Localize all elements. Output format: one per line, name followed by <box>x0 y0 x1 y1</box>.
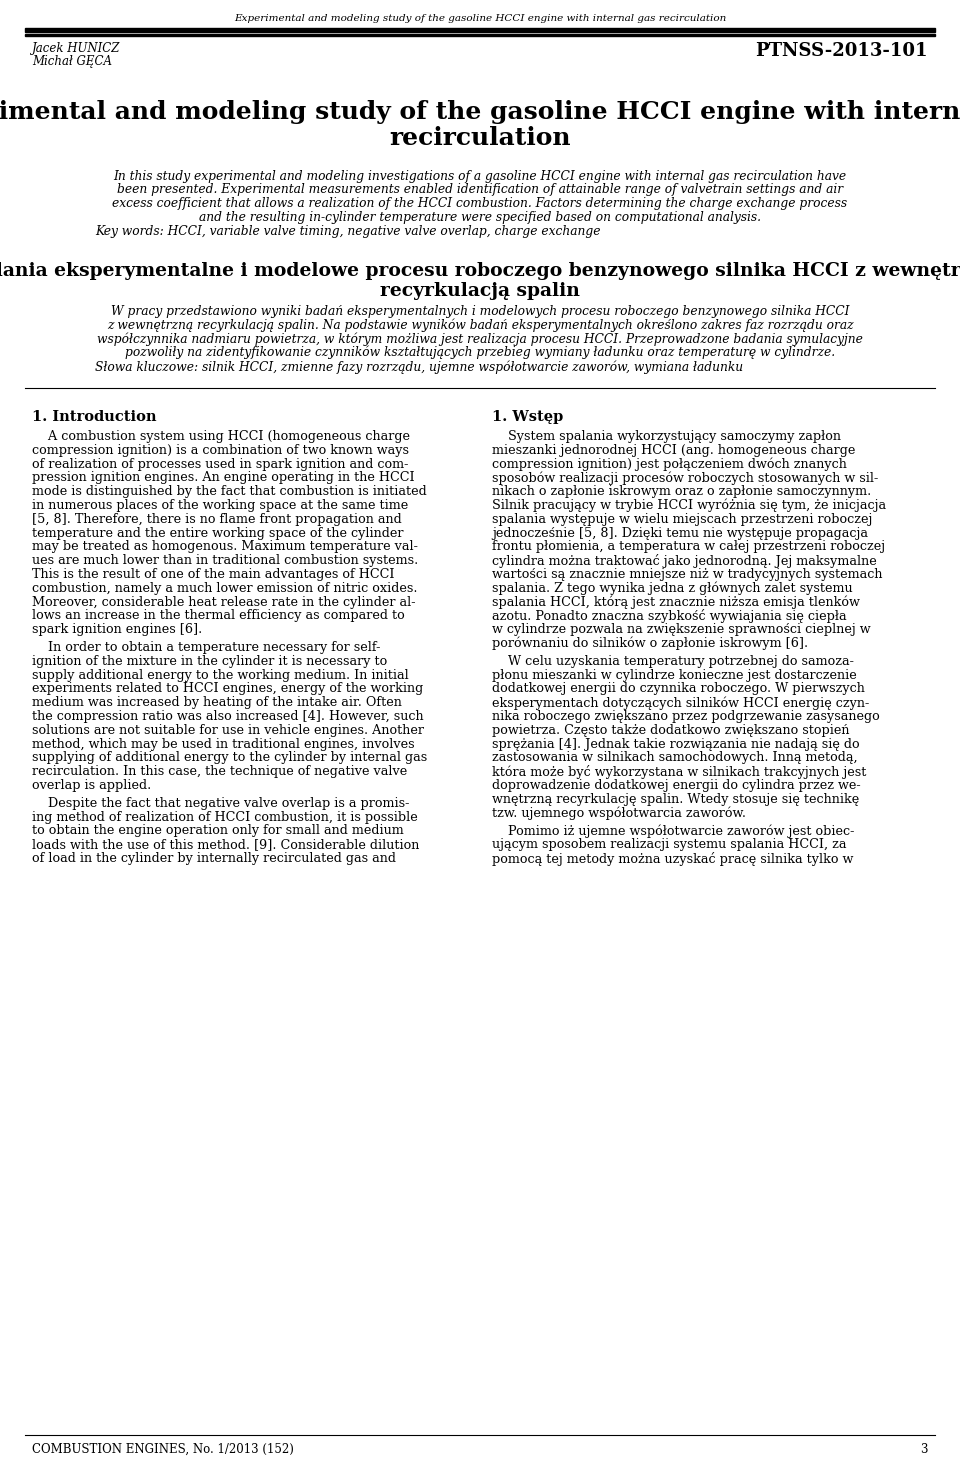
Text: która może być wykorzystana w silnikach trakcyjnych jest: która może być wykorzystana w silnikach … <box>492 765 866 779</box>
Text: pression ignition engines. An engine operating in the HCCI: pression ignition engines. An engine ope… <box>32 471 415 484</box>
Text: 1. Wstęp: 1. Wstęp <box>492 409 564 424</box>
Text: overlap is applied.: overlap is applied. <box>32 779 152 792</box>
Text: supplying of additional energy to the cylinder by internal gas: supplying of additional energy to the cy… <box>32 751 427 765</box>
Text: recirculation. In this case, the technique of negative valve: recirculation. In this case, the techniq… <box>32 765 407 778</box>
Text: recirculation: recirculation <box>389 126 571 151</box>
Text: spalania HCCI, którą jest znacznie niższa emisja tlenków: spalania HCCI, którą jest znacznie niższ… <box>492 595 860 610</box>
Text: cylindra można traktować jako jednorodną. Jej maksymalne: cylindra można traktować jako jednorodną… <box>492 554 876 569</box>
Text: płonu mieszanki w cylindrze konieczne jest dostarczenie: płonu mieszanki w cylindrze konieczne je… <box>492 668 856 681</box>
Text: medium was increased by heating of the intake air. Often: medium was increased by heating of the i… <box>32 696 402 709</box>
Text: of realization of processes used in spark ignition and com-: of realization of processes used in spar… <box>32 458 408 471</box>
Text: compression ignition) jest połączeniem dwóch znanych: compression ignition) jest połączeniem d… <box>492 458 847 471</box>
Text: sprężania [4]. Jednak takie rozwiązania nie nadają się do: sprężania [4]. Jednak takie rozwiązania … <box>492 738 859 750</box>
Text: Michał GĘCA: Michał GĘCA <box>32 56 112 69</box>
Text: In order to obtain a temperature necessary for self-: In order to obtain a temperature necessa… <box>32 640 380 654</box>
Text: Pomimo iż ujemne współotwarcie zaworów jest obiec-: Pomimo iż ujemne współotwarcie zaworów j… <box>492 825 854 838</box>
Text: zastosowania w silnikach samochodowych. Inną metodą,: zastosowania w silnikach samochodowych. … <box>492 751 857 765</box>
Text: Moreover, considerable heat release rate in the cylinder al-: Moreover, considerable heat release rate… <box>32 595 416 608</box>
Text: spalania. Z tego wynika jedna z głównych zalet systemu: spalania. Z tego wynika jedna z głównych… <box>492 582 852 595</box>
Text: wartości są znacznie mniejsze niż w tradycyjnych systemach: wartości są znacznie mniejsze niż w trad… <box>492 569 882 580</box>
Text: eksperymentach dotyczących silników HCCI energię czyn-: eksperymentach dotyczących silników HCCI… <box>492 696 869 709</box>
Text: doprowadzenie dodatkowej energii do cylindra przez we-: doprowadzenie dodatkowej energii do cyli… <box>492 779 860 792</box>
Text: supply additional energy to the working medium. In initial: supply additional energy to the working … <box>32 668 409 681</box>
Text: combustion, namely a much lower emission of nitric oxides.: combustion, namely a much lower emission… <box>32 582 418 595</box>
Text: dodatkowej energii do czynnika roboczego. W pierwszych: dodatkowej energii do czynnika roboczego… <box>492 683 865 696</box>
Text: temperature and the entire working space of the cylinder: temperature and the entire working space… <box>32 526 403 539</box>
Text: may be treated as homogenous. Maximum temperature val-: may be treated as homogenous. Maximum te… <box>32 541 418 554</box>
Text: the compression ratio was also increased [4]. However, such: the compression ratio was also increased… <box>32 711 423 724</box>
Text: been presented. Experimental measurements enabled identification of attainable r: been presented. Experimental measurement… <box>117 184 843 196</box>
Text: to obtain the engine operation only for small and medium: to obtain the engine operation only for … <box>32 825 404 838</box>
Text: COMBUSTION ENGINES, No. 1/2013 (152): COMBUSTION ENGINES, No. 1/2013 (152) <box>32 1443 294 1456</box>
Text: In this study experimental and modeling investigations of a gasoline HCCI engine: In this study experimental and modeling … <box>113 170 847 183</box>
Text: ignition of the mixture in the cylinder it is necessary to: ignition of the mixture in the cylinder … <box>32 655 387 668</box>
Text: współczynnika nadmiaru powietrza, w którym możliwa jest realizacja procesu HCCI.: współczynnika nadmiaru powietrza, w któr… <box>97 332 863 345</box>
Text: method, which may be used in traditional engines, involves: method, which may be used in traditional… <box>32 738 415 750</box>
Text: ing method of realization of HCCI combustion, it is possible: ing method of realization of HCCI combus… <box>32 810 418 823</box>
Text: porównaniu do silników o zapłonie iskrowym [6].: porównaniu do silników o zapłonie iskrow… <box>492 637 808 651</box>
Text: jednocześnie [5, 8]. Dzięki temu nie występuje propagacja: jednocześnie [5, 8]. Dzięki temu nie wys… <box>492 526 868 539</box>
Text: and the resulting in-cylinder temperature were specified based on computational : and the resulting in-cylinder temperatur… <box>199 211 761 224</box>
Text: spark ignition engines [6].: spark ignition engines [6]. <box>32 623 203 636</box>
Text: powietrza. Często także dodatkowo zwiększano stopień: powietrza. Często także dodatkowo zwięks… <box>492 724 850 737</box>
Bar <box>25 34 935 35</box>
Text: [5, 8]. Therefore, there is no flame front propagation and: [5, 8]. Therefore, there is no flame fro… <box>32 513 401 526</box>
Text: recyrkulacją spalin: recyrkulacją spalin <box>380 282 580 300</box>
Text: W celu uzyskania temperatury potrzebnej do samoza-: W celu uzyskania temperatury potrzebnej … <box>492 655 853 668</box>
Text: Badania eksperymentalne i modelowe procesu roboczego benzynowego silnika HCCI z : Badania eksperymentalne i modelowe proce… <box>0 262 960 281</box>
Text: nika roboczego zwiększano przez podgrzewanie zasysanego: nika roboczego zwiększano przez podgrzew… <box>492 711 879 724</box>
Text: A combustion system using HCCI (homogeneous charge: A combustion system using HCCI (homogene… <box>32 430 410 443</box>
Text: Jacek HUNICZ: Jacek HUNICZ <box>32 42 120 56</box>
Text: Experimental and modeling study of the gasoline HCCI engine with internal gas: Experimental and modeling study of the g… <box>0 99 960 124</box>
Text: Silnik pracujący w trybie HCCI wyróżnia się tym, że inicjacja: Silnik pracujący w trybie HCCI wyróżnia … <box>492 499 886 513</box>
Text: excess coefficient that allows a realization of the HCCI combustion. Factors det: excess coefficient that allows a realiza… <box>112 197 848 211</box>
Text: This is the result of one of the main advantages of HCCI: This is the result of one of the main ad… <box>32 569 395 580</box>
Text: wnętrzną recyrkulację spalin. Wtedy stosuje się technikę: wnętrzną recyrkulację spalin. Wtedy stos… <box>492 792 859 806</box>
Text: loads with the use of this method. [9]. Considerable dilution: loads with the use of this method. [9]. … <box>32 838 420 851</box>
Text: W pracy przedstawiono wyniki badań eksperymentalnych i modelowych procesu robocz: W pracy przedstawiono wyniki badań ekspe… <box>110 306 850 319</box>
Text: Key words: HCCI, variable valve timing, negative valve overlap, charge exchange: Key words: HCCI, variable valve timing, … <box>95 225 601 238</box>
Text: mode is distinguished by the fact that combustion is initiated: mode is distinguished by the fact that c… <box>32 485 427 499</box>
Text: ującym sposobem realizacji systemu spalania HCCI, za: ującym sposobem realizacji systemu spala… <box>492 838 847 851</box>
Text: in numerous places of the working space at the same time: in numerous places of the working space … <box>32 499 408 512</box>
Text: 3: 3 <box>921 1443 928 1456</box>
Text: sposobów realizacji procesów roboczych stosowanych w sil-: sposobów realizacji procesów roboczych s… <box>492 471 878 485</box>
Text: frontu płomienia, a temperatura w całej przestrzeni roboczej: frontu płomienia, a temperatura w całej … <box>492 541 885 554</box>
Text: 1. Introduction: 1. Introduction <box>32 409 156 424</box>
Text: Experimental and modeling study of the gasoline HCCI engine with internal gas re: Experimental and modeling study of the g… <box>234 15 726 23</box>
Text: experiments related to HCCI engines, energy of the working: experiments related to HCCI engines, ene… <box>32 683 423 696</box>
Text: pomocą tej metody można uzyskać pracę silnika tylko w: pomocą tej metody można uzyskać pracę si… <box>492 852 853 866</box>
Text: z wewnętrzną recyrkulacją spalin. Na podstawie wyników badań eksperymentalnych o: z wewnętrzną recyrkulacją spalin. Na pod… <box>107 319 853 332</box>
Bar <box>25 28 935 32</box>
Text: nikach o zapłonie iskrowym oraz o zapłonie samoczynnym.: nikach o zapłonie iskrowym oraz o zapłon… <box>492 485 872 499</box>
Text: mieszanki jednorodnej HCCI (ang. homogeneous charge: mieszanki jednorodnej HCCI (ang. homogen… <box>492 444 855 456</box>
Text: lows an increase in the thermal efficiency as compared to: lows an increase in the thermal efficien… <box>32 610 405 623</box>
Text: Słowa kluczowe: silnik HCCI, zmienne fazy rozrządu, ujemne współotwarcie zaworów: Słowa kluczowe: silnik HCCI, zmienne faz… <box>95 360 743 373</box>
Text: compression ignition) is a combination of two known ways: compression ignition) is a combination o… <box>32 444 409 456</box>
Text: System spalania wykorzystujący samoczymy zapłon: System spalania wykorzystujący samoczymy… <box>492 430 841 443</box>
Text: ues are much lower than in traditional combustion systems.: ues are much lower than in traditional c… <box>32 554 419 567</box>
Text: of load in the cylinder by internally recirculated gas and: of load in the cylinder by internally re… <box>32 852 396 866</box>
Text: spalania występuje w wielu miejscach przestrzeni roboczej: spalania występuje w wielu miejscach prz… <box>492 513 873 526</box>
Text: solutions are not suitable for use in vehicle engines. Another: solutions are not suitable for use in ve… <box>32 724 424 737</box>
Text: PTNSS-2013-101: PTNSS-2013-101 <box>756 42 928 60</box>
Text: pozwoliły na zidentyfikowanie czynników kształtujących przebieg wymiany ładunku : pozwoliły na zidentyfikowanie czynników … <box>125 345 835 360</box>
Text: Despite the fact that negative valve overlap is a promis-: Despite the fact that negative valve ove… <box>32 797 409 810</box>
Text: azotu. Ponadto znaczna szybkość wywiajania się ciepła: azotu. Ponadto znaczna szybkość wywiajan… <box>492 610 847 623</box>
Text: tzw. ujemnego współotwarcia zaworów.: tzw. ujemnego współotwarcia zaworów. <box>492 807 746 820</box>
Text: w cylindrze pozwala na zwiększenie sprawności cieplnej w: w cylindrze pozwala na zwiększenie spraw… <box>492 623 871 636</box>
